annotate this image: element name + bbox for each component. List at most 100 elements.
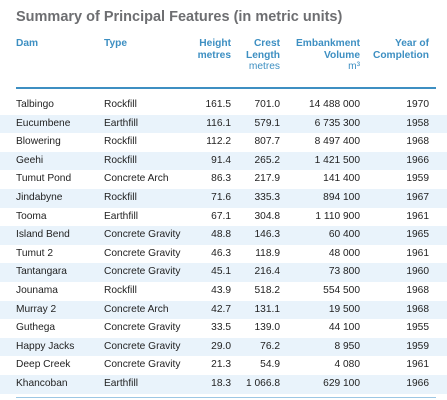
crest-length-cell: 1 066.8 [246,377,280,389]
dam-name-cell: Jindabyne [16,191,63,203]
embankment-volume-cell: 60 400 [328,229,360,241]
dam-name-cell: Talbingo [16,99,54,110]
header-height: Height metres [198,38,231,61]
table-row: Geehi Rockfill 91.4 265.2 1 421 500 1966 [0,151,447,171]
crest-length-cell: 518.2 [254,284,281,296]
header-type: Type [104,38,127,50]
dam-type-cell: Concrete Gravity [104,340,181,352]
dam-name-cell: Geehi [16,154,44,166]
dam-name-cell: Happy Jacks [16,340,75,352]
table-row: Khancoban Earthfill 18.3 1 066.8 629 100 1966 [0,374,447,394]
dam-name-cell: Tantangara [16,266,67,278]
year-cell: 1960 [406,266,429,278]
height-cell: 18.3 [211,377,231,389]
embankment-volume-cell: 8 497 400 [314,136,360,148]
crest-length-cell: 131.1 [254,303,281,315]
dam-type-cell: Concrete Arch [104,303,169,315]
year-cell: 1968 [406,284,429,296]
year-cell: 1970 [406,99,429,110]
embankment-volume-cell: 14 488 000 [309,99,360,110]
year-cell: 1967 [406,191,429,203]
dam-name-cell: Blowering [16,136,61,148]
header-crest: Crest Length metres [246,38,280,73]
embankment-volume-cell: 554 500 [323,284,360,296]
header-dam: Dam [16,38,38,50]
dam-name-cell: Khancoban [16,377,68,389]
header-crest-unit: metres [248,61,280,72]
embankment-volume-cell: 8 950 [334,340,361,352]
table-row: Happy Jacks Concrete Gravity 29.0 76.2 8 950… [0,337,447,357]
header-year-label: Year of [395,38,429,49]
table-body: Talbingo Rockfill 161.5 701.0 14 488 000 1970… [0,96,447,397]
table-row: Blowering Rockfill 112.2 807.7 8 497 400 1968 [0,133,447,152]
dam-type-cell: Rockfill [104,154,137,166]
dam-type-cell: Concrete Gravity [104,247,181,259]
dam-name-cell: Tumut 2 [16,247,53,259]
year-cell: 1958 [406,117,429,129]
table-row: Tantangara Concrete Gravity 45.1 216.4 73 80… [0,263,447,282]
crest-length-cell: 146.3 [254,229,281,241]
height-cell: 42.7 [211,303,231,315]
page-title: Summary of Principal Features (in metric… [16,9,343,25]
height-cell: 71.6 [211,191,231,203]
dam-type-cell: Rockfill [104,191,137,203]
crest-length-cell: 701.0 [254,99,281,110]
dam-name-cell: Island Bend [16,229,70,241]
year-cell: 1955 [406,322,429,334]
height-cell: 91.4 [211,154,231,166]
dam-type-cell: Concrete Gravity [104,229,181,241]
table-header: Dam Type Height metres Crest Length metr… [0,38,447,84]
dam-type-cell: Rockfill [104,136,137,148]
crest-length-cell: 118.9 [255,247,280,259]
embankment-volume-cell: 141 400 [323,173,360,185]
table-row: Talbingo Rockfill 161.5 701.0 14 488 000 1970 [0,96,447,115]
crest-length-cell: 217.9 [254,173,281,185]
dam-name-cell: Deep Creek [16,359,71,371]
embankment-volume-cell: 629 100 [323,377,360,389]
crest-length-cell: 76.2 [260,340,280,352]
table-row: Island Bend Concrete Gravity 48.8 146.3 60 4… [0,226,447,245]
header-year-label-2: Completion [372,49,429,61]
year-cell: 1959 [406,173,429,185]
height-cell: 46.3 [211,247,231,259]
embankment-volume-cell: 6 735 300 [314,117,360,129]
dam-name-cell: Tumut Pond [16,173,72,185]
crest-length-cell: 216.4 [254,266,281,278]
embankment-volume-cell: 73 800 [328,266,360,278]
dam-name-cell: Guthega [16,322,56,334]
year-cell: 1961 [406,247,429,259]
crest-length-cell: 54.9 [260,359,280,371]
table-row: Eucumbene Earthfill 116.1 579.1 6 735 300 195… [0,114,447,134]
crest-length-cell: 335.3 [254,191,281,203]
header-volume: Embankment Volume m³ [296,38,360,73]
height-cell: 48.8 [211,229,231,241]
dam-type-cell: Concrete Gravity [104,359,181,371]
dam-type-cell: Earthfill [104,210,138,222]
header-height-unit: metres [197,49,231,61]
height-cell: 86.3 [211,173,231,185]
height-cell: 33.5 [211,322,231,334]
table-row: Guthega Concrete Gravity 33.5 139.0 44 100 19… [0,319,447,338]
table-row: Tumut 2 Concrete Gravity 46.3 118.9 48 000 19… [0,245,447,264]
table-row: Jounama Rockfill 43.9 518.2 554 500 1968 [0,282,447,301]
year-cell: 1968 [406,136,429,148]
height-cell: 112.2 [206,136,231,148]
year-cell: 1966 [406,377,429,389]
year-cell: 1959 [406,340,429,352]
table-row: Tumut Pond Concrete Arch 86.3 217.9 141 400 1… [0,170,447,189]
embankment-volume-cell: 48 000 [328,247,360,259]
height-cell: 116.1 [206,117,231,129]
crest-length-cell: 304.8 [254,210,281,222]
header-dam-label: Dam [16,38,39,49]
dam-name-cell: Eucumbene [16,117,71,129]
header-height-label: Height [199,38,231,49]
embankment-volume-cell: 4 080 [334,359,361,371]
crest-length-cell: 265.2 [254,154,281,166]
header-divider [16,87,436,89]
embankment-volume-cell: 44 100 [328,322,360,334]
header-year: Year of Completion [373,38,429,61]
dam-name-cell: Murray 2 [16,303,57,315]
year-cell: 1968 [406,303,429,315]
header-volume-label: Embankment [296,38,360,49]
